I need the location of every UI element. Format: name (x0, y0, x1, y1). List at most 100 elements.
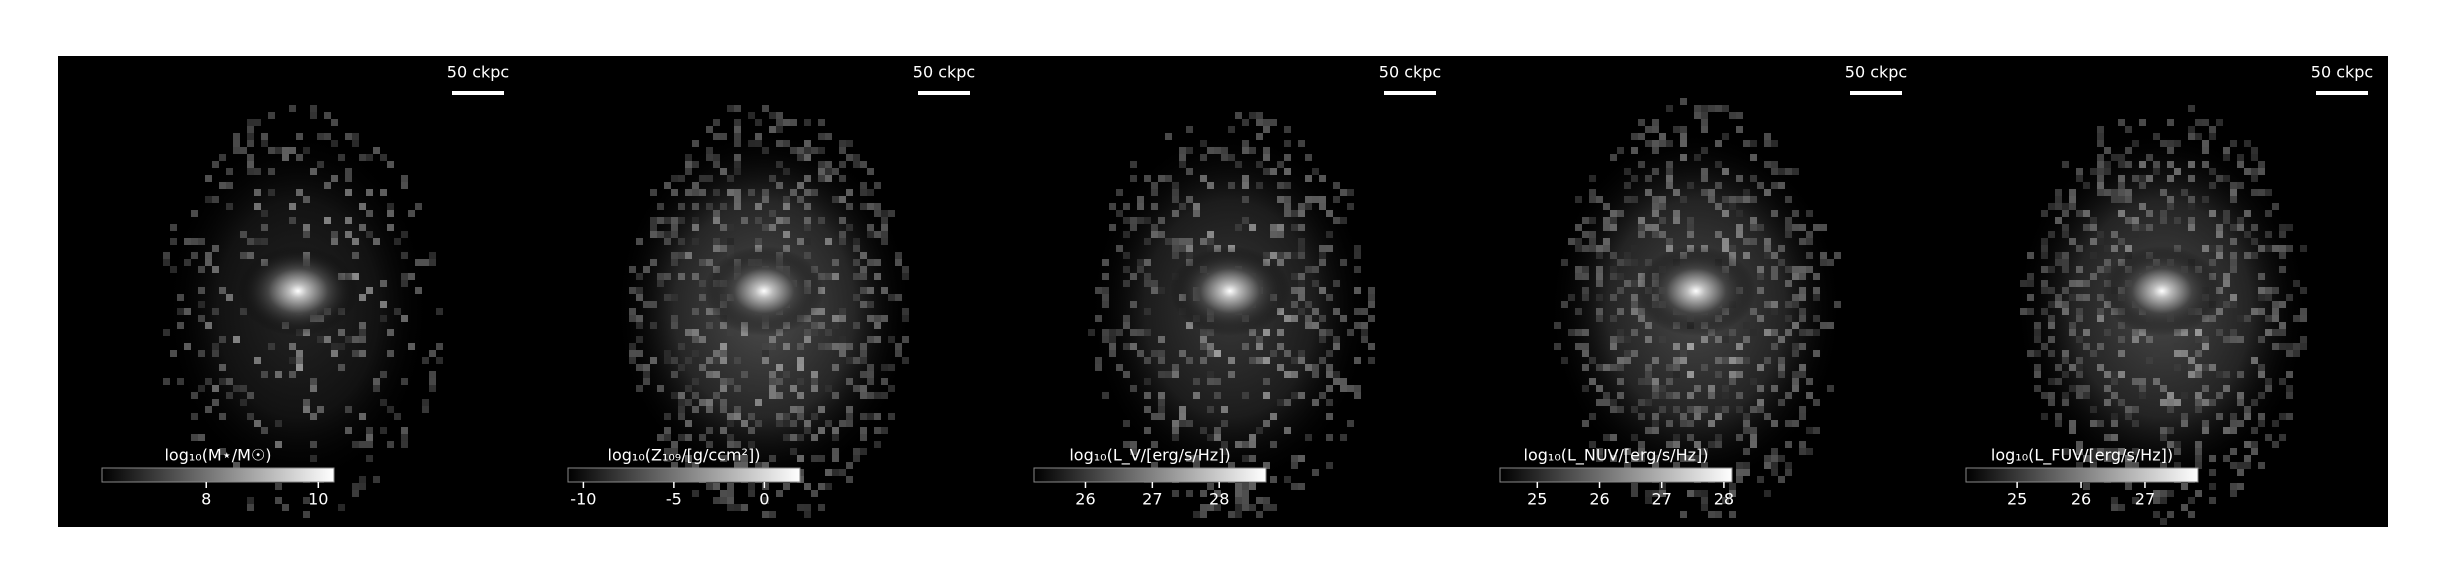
pixel (706, 427, 713, 434)
pixel (699, 399, 706, 406)
pixel (282, 147, 289, 154)
pixel (692, 378, 699, 385)
pixel (818, 343, 825, 350)
pixel (1228, 126, 1235, 133)
pixel (1813, 224, 1820, 231)
pixel (1291, 301, 1298, 308)
pixel (1813, 287, 1820, 294)
pixel (1235, 511, 1242, 518)
pixel (839, 420, 846, 427)
pixel (2069, 364, 2076, 371)
pixel (1144, 238, 1151, 245)
pixel (1652, 462, 1659, 469)
pixel (671, 371, 678, 378)
pixel (1680, 413, 1687, 420)
pixel (1361, 322, 1368, 329)
pixel (289, 217, 296, 224)
pixel (671, 392, 678, 399)
pixel (846, 378, 853, 385)
pixel (1617, 287, 1624, 294)
pixel (2041, 343, 2048, 350)
pixel (2097, 294, 2104, 301)
pixel (1312, 364, 1319, 371)
pixel (650, 217, 657, 224)
pixel (352, 252, 359, 259)
pixel (874, 392, 881, 399)
pixel (1193, 378, 1200, 385)
pixel (1589, 238, 1596, 245)
pixel (1575, 238, 1582, 245)
pixel (685, 168, 692, 175)
pixel (1610, 406, 1617, 413)
pixel (818, 322, 825, 329)
pixel (1750, 224, 1757, 231)
pixel (1368, 357, 1375, 364)
pixel (233, 133, 240, 140)
pixel (741, 420, 748, 427)
pixel (2118, 336, 2125, 343)
pixel (2069, 189, 2076, 196)
pixel (2209, 497, 2216, 504)
pixel (839, 469, 846, 476)
pixel (1151, 182, 1158, 189)
pixel (1575, 273, 1582, 280)
pixel (1263, 420, 1270, 427)
pixel (1687, 434, 1694, 441)
pixel (240, 308, 247, 315)
pixel (1617, 392, 1624, 399)
pixel (1631, 301, 1638, 308)
pixel (874, 336, 881, 343)
pixel (2055, 217, 2062, 224)
pixel (804, 336, 811, 343)
pixel (1708, 189, 1715, 196)
pixel (1603, 224, 1610, 231)
pixel (734, 133, 741, 140)
pixel (1666, 441, 1673, 448)
pixel (415, 259, 422, 266)
pixel (1708, 420, 1715, 427)
pixel (359, 224, 366, 231)
pixel (664, 413, 671, 420)
pixel (1722, 210, 1729, 217)
pixel (1680, 357, 1687, 364)
pixel (650, 189, 657, 196)
pixel (797, 504, 804, 511)
pixel (296, 364, 303, 371)
pixel (2272, 203, 2279, 210)
pixel (289, 343, 296, 350)
pixel (650, 357, 657, 364)
pixel (874, 273, 881, 280)
pixel (629, 308, 636, 315)
pixel (1277, 182, 1284, 189)
pixel (776, 126, 783, 133)
pixel (1214, 378, 1221, 385)
pixel (2167, 147, 2174, 154)
pixel (1568, 329, 1575, 336)
pixel (2209, 259, 2216, 266)
pixel (706, 441, 713, 448)
pixel (720, 399, 727, 406)
pixel (1144, 392, 1151, 399)
pixel (860, 371, 867, 378)
pixel (811, 147, 818, 154)
pixel (860, 203, 867, 210)
pixel (1200, 154, 1207, 161)
pixel (296, 350, 303, 357)
pixel (720, 203, 727, 210)
pixel (1347, 385, 1354, 392)
pixel (2244, 406, 2251, 413)
pixel (1291, 210, 1298, 217)
pixel (1715, 371, 1722, 378)
pixel (1799, 371, 1806, 378)
pixel (2195, 329, 2202, 336)
pixel (1589, 196, 1596, 203)
pixel (2090, 350, 2097, 357)
pixel (1361, 336, 1368, 343)
pixel (1792, 350, 1799, 357)
pixel (2062, 161, 2069, 168)
pixel (2097, 448, 2104, 455)
pixel (1277, 259, 1284, 266)
pixel (2090, 252, 2097, 259)
pixel (1256, 161, 1263, 168)
pixel (867, 203, 874, 210)
